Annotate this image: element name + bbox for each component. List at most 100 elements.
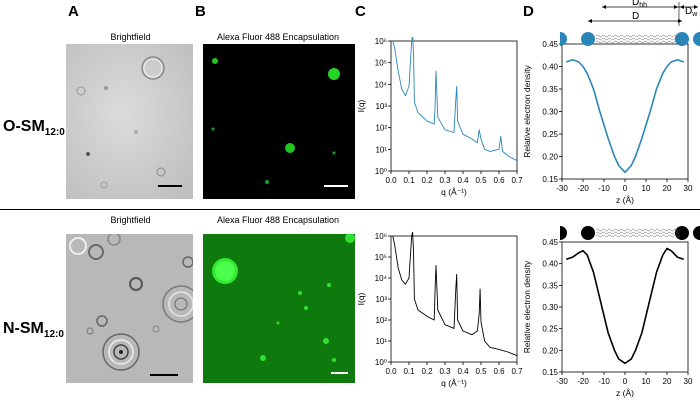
x-tick-label: 0.1	[403, 367, 415, 376]
row-label-nsm-main: N-SM	[3, 320, 44, 337]
y-tick-label: 10¹	[375, 337, 387, 346]
x-tick-label: -20	[577, 184, 589, 193]
brightfield-image-bottom-svg	[66, 234, 193, 383]
fluorescence-image-top	[203, 44, 355, 199]
y-tick-label: 0.45	[542, 238, 558, 247]
y-tick-label: 0.30	[542, 108, 558, 117]
caption-fluorescence-bottom: Alexa Fluor 488 Encapsulation	[216, 215, 340, 225]
brightfield-image-top-svg	[66, 44, 193, 199]
fluorescence-image-top-svg	[203, 44, 355, 199]
headgroup-half	[693, 226, 700, 240]
caption-brightfield-top: Brightfield	[110, 32, 151, 42]
lipid-tail	[595, 228, 681, 232]
bilayer-molecules-bottom	[560, 226, 700, 240]
y-axis-label: I(q)	[356, 99, 366, 112]
y-tick-label: 10⁴	[375, 274, 388, 283]
x-tick-label: 0.6	[493, 176, 505, 185]
plot-frame	[561, 241, 689, 373]
y-tick-label: 10⁶	[375, 232, 387, 241]
scale-bar	[331, 372, 348, 374]
x-tick-label: -30	[556, 377, 568, 386]
dw-label: Dw	[685, 6, 698, 18]
x-tick-label: 0.3	[439, 367, 451, 376]
x-tick-label: 10	[642, 377, 651, 386]
x-tick-label: 0	[623, 184, 628, 193]
series-line	[565, 247, 685, 365]
panel-letter-b: B	[195, 3, 206, 20]
x-tick-label: 20	[663, 184, 672, 193]
y-tick-label: 0.40	[542, 63, 558, 72]
y-tick-label: 10⁵	[375, 253, 387, 262]
row-label-nsm: N-SM12:0	[3, 320, 64, 340]
saxs-chart-bottom: 0.0 0.1 0.2 0.3 0.4 0.5 0.6 0.7 10⁰ 10¹ 10² 10³ 10⁴ 1…	[356, 231, 523, 388]
y-tick-label: 10⁵	[375, 59, 387, 68]
x-tick-label: 10	[642, 184, 651, 193]
headgroup-half	[560, 226, 567, 240]
fluorescence-image-bottom-svg	[203, 234, 355, 383]
headgroup	[581, 226, 595, 240]
lipid-tail	[595, 34, 681, 38]
caption-fluorescence-top: Alexa Fluor 488 Encapsulation	[216, 32, 340, 42]
y-tick-label: 0.20	[542, 153, 558, 162]
caption-brightfield-bottom: Brightfield	[110, 215, 151, 225]
x-tick-label: 0.7	[511, 367, 523, 376]
y-axis-label: I(q)	[356, 292, 366, 305]
x-tick-label: 30	[684, 184, 693, 193]
x-tick-label: -20	[577, 377, 589, 386]
x-tick-label: 0.2	[421, 176, 433, 185]
series-line	[565, 58, 685, 174]
row-divider	[0, 209, 700, 210]
y-tick-label: 10²	[375, 124, 387, 133]
x-tick-label: -10	[598, 377, 610, 386]
y-tick-label: 0.15	[542, 175, 558, 184]
bilayer-diagram-top: Dhh Dw D	[588, 0, 698, 26]
headgroup	[675, 226, 689, 240]
y-tick-label: 10⁴	[375, 80, 388, 89]
x-tick-label: 0.7	[511, 176, 523, 185]
x-tick-label: 0.6	[493, 367, 505, 376]
panel-letter-d: D	[523, 3, 534, 20]
row-label-osm-sub: 12:0	[44, 127, 65, 139]
x-axis-label: q (Å⁻¹)	[441, 187, 467, 197]
headgroup-half	[560, 32, 567, 46]
x-tick-label: -10	[598, 184, 610, 193]
x-axis-label: z (Å)	[616, 195, 634, 205]
y-tick-label: 10³	[375, 102, 387, 111]
y-tick-label: 10⁰	[375, 167, 387, 176]
y-tick-label: 0.25	[542, 325, 558, 334]
y-tick-label: 0.40	[542, 260, 558, 269]
lipid-tail	[595, 234, 681, 238]
y-tick-label: 0.45	[542, 40, 558, 49]
y-tick-label: 0.35	[542, 85, 558, 94]
y-tick-label: 0.35	[542, 281, 558, 290]
lipid-tail	[595, 40, 681, 44]
y-tick-label: 10⁶	[375, 37, 387, 46]
plot-frame	[390, 235, 518, 363]
saxs-chart-top: 0.0 0.1 0.2 0.3 0.4 0.5 0.6 0.7 10⁰ 10¹ 10² 10³ 10⁴ 1…	[356, 37, 523, 197]
y-tick-label: 0.20	[542, 346, 558, 355]
y-tick-label: 10²	[375, 316, 387, 325]
x-tick-label: 20	[663, 377, 672, 386]
panel-letter-a: A	[68, 3, 79, 20]
density-chart-top: -30 -20 -10 0 10 20 30 0.15 0.20 0.25 0.30 0.35 0.40…	[522, 40, 693, 205]
brightfield-image-bottom	[66, 234, 193, 383]
brightfield-image-top	[66, 44, 193, 199]
scale-bar	[150, 374, 178, 376]
series-line	[392, 37, 518, 162]
x-tick-label: 0.0	[385, 367, 397, 376]
y-tick-label: 0.25	[542, 130, 558, 139]
x-axis-label: q (Å⁻¹)	[441, 378, 467, 388]
row-label-osm: O-SM12:0	[3, 118, 65, 138]
y-tick-label: 10³	[375, 295, 387, 304]
d-label: D	[632, 11, 639, 22]
scale-bar	[324, 185, 348, 187]
lipid-tail	[595, 231, 681, 235]
plot-frame	[390, 40, 518, 172]
y-axis-label: Relative electron density	[522, 260, 532, 353]
x-tick-label: 0	[623, 377, 628, 386]
x-tick-label: 0.2	[421, 367, 433, 376]
density-chart-bottom: -30 -20 -10 0 10 20 30 0.15 0.20 0.25 0.30 0.35 0.40…	[522, 238, 693, 398]
lipid-tail	[595, 37, 681, 41]
x-axis-label: z (Å)	[616, 388, 634, 398]
panel-letter-c: C	[355, 3, 366, 20]
